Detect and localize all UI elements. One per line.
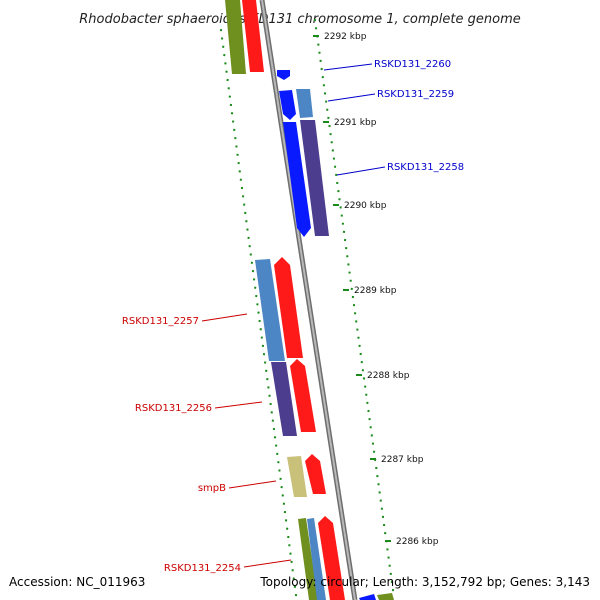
gene-label[interactable]: smpB: [198, 483, 226, 494]
gene-label-leader: [214, 401, 263, 409]
gene-label[interactable]: RSKD131_2258: [387, 162, 464, 173]
gene-label[interactable]: RSKD131_2257: [122, 316, 199, 327]
gene-partial-top-red: [242, 0, 264, 72]
topology-text: Topology: circular; Length: 3,152,792 bp…: [259, 575, 590, 589]
gene-labels: RSKD131_2260 RSKD131_2259 RSKD131_2258 RSKD…: [122, 59, 464, 574]
gene-rskd131-2258[interactable]: [283, 120, 329, 237]
inner-dotted-ring: [219, 29, 298, 597]
gene-label-leader: [243, 559, 292, 568]
gene-rskd131-2256[interactable]: [271, 359, 316, 436]
gene-label[interactable]: RSKD131_2259: [377, 89, 454, 100]
chromosome-backbone-highlight: [261, 0, 356, 600]
gene-label-leader: [228, 480, 277, 489]
gene-label-leader: [201, 313, 248, 322]
accession-text: Accession: NC_011963: [9, 575, 145, 589]
gene-label-leader: [336, 166, 386, 176]
kbp-ticks: 2292 kbp 2291 kbp 2290 kbp 2289 kbp 2288 kbp…: [313, 32, 439, 547]
gene-rskd131-2254[interactable]: [298, 516, 345, 600]
map-title: Rhodobacter sphaeroides KD131 chromosome…: [79, 12, 520, 27]
kbp-tick-label: 2287 kbp: [381, 455, 424, 465]
kbp-tick-label: 2291 kbp: [334, 118, 377, 128]
gene-label[interactable]: RSKD131_2256: [135, 403, 212, 414]
gene-label-leader: [323, 63, 373, 71]
kbp-tick-label: 2290 kbp: [344, 201, 387, 211]
gene-rskd131-2257[interactable]: [255, 257, 303, 361]
outer-dotted-ring: [313, 19, 395, 592]
gene-partial-top-green: [225, 0, 246, 74]
gene-label-leader: [327, 93, 376, 102]
kbp-tick-label: 2289 kbp: [354, 286, 397, 296]
kbp-tick-label: 2288 kbp: [367, 371, 410, 381]
kbp-tick-label: 2286 kbp: [396, 537, 439, 547]
gene-rskd131-2259[interactable]: [279, 89, 313, 120]
gene-smpb[interactable]: [287, 454, 326, 497]
kbp-tick-label: 2292 kbp: [324, 32, 367, 42]
gene-label[interactable]: RSKD131_2260: [374, 59, 451, 70]
gene-partial-bottom: [359, 593, 394, 600]
gene-rskd131-2260[interactable]: [277, 70, 290, 80]
gene-label[interactable]: RSKD131_2254: [164, 563, 241, 574]
